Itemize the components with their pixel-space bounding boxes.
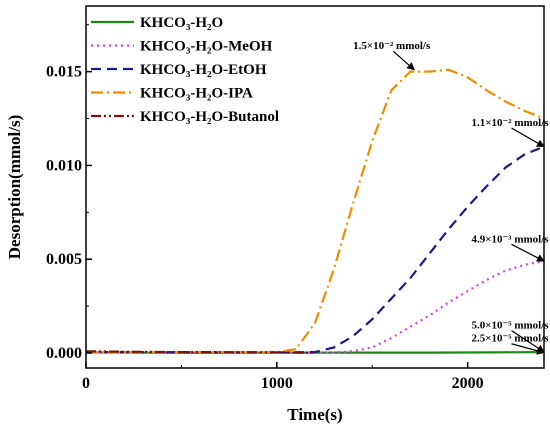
x-tick-label: 2000 <box>452 375 484 392</box>
annotation-label-4: 2.5×10⁻⁵ mmol/s <box>471 333 549 345</box>
y-axis-title: Desorption(mmol/s) <box>5 115 24 259</box>
legend-label-2: KHCO₃-H₂O-EtOH <box>140 62 267 78</box>
ticks-layer: 0 1000 2000 0.000 0.005 0.010 0.015 <box>46 24 484 392</box>
series-layer <box>86 68 544 354</box>
y-tick-label: 0.000 <box>46 345 82 362</box>
annotation-arrow-2 <box>511 243 545 262</box>
legend-label-0: KHCO₃-H₂O <box>140 15 223 31</box>
y-tick-label: 0.010 <box>46 157 82 174</box>
series-line-3 <box>86 68 544 354</box>
legend-label-4: KHCO₃-H₂O-Butanol <box>140 109 279 125</box>
x-tick-label: 1000 <box>261 375 293 392</box>
y-tick-label: 0.015 <box>46 64 82 81</box>
annotation-arrow-0 <box>392 50 415 71</box>
legend: KHCO₃-H₂O KHCO₃-H₂O-MeOH KHCO₃-H₂O-EtOH KHC… <box>91 15 279 125</box>
annotation-label-2: 4.9×10⁻³ mmol/s <box>471 233 549 245</box>
series-line-2 <box>86 145 544 354</box>
annotation-layer: 1.5×10⁻² mmol/s 1.1×10⁻² mmol/s 4.9×10⁻³ m… <box>353 40 549 355</box>
annotation-label-0: 1.5×10⁻² mmol/s <box>353 40 431 52</box>
y-tick-label: 0.005 <box>46 251 82 268</box>
legend-label-3: KHCO₃-H₂O-IPA <box>140 86 253 102</box>
plot-frame <box>85 5 545 369</box>
x-tick-label: 0 <box>82 375 90 392</box>
annotation-arrow-4 <box>511 343 545 355</box>
annotation-arrow-1 <box>511 127 545 148</box>
annotation-label-1: 1.1×10⁻² mmol/s <box>471 117 549 129</box>
x-axis-title: Time(s) <box>287 405 342 424</box>
annotation-label-3: 5.0×10⁻⁵ mmol/s <box>471 320 549 332</box>
series-line-4 <box>86 350 315 354</box>
legend-label-1: KHCO₃-H₂O-MeOH <box>140 39 273 55</box>
